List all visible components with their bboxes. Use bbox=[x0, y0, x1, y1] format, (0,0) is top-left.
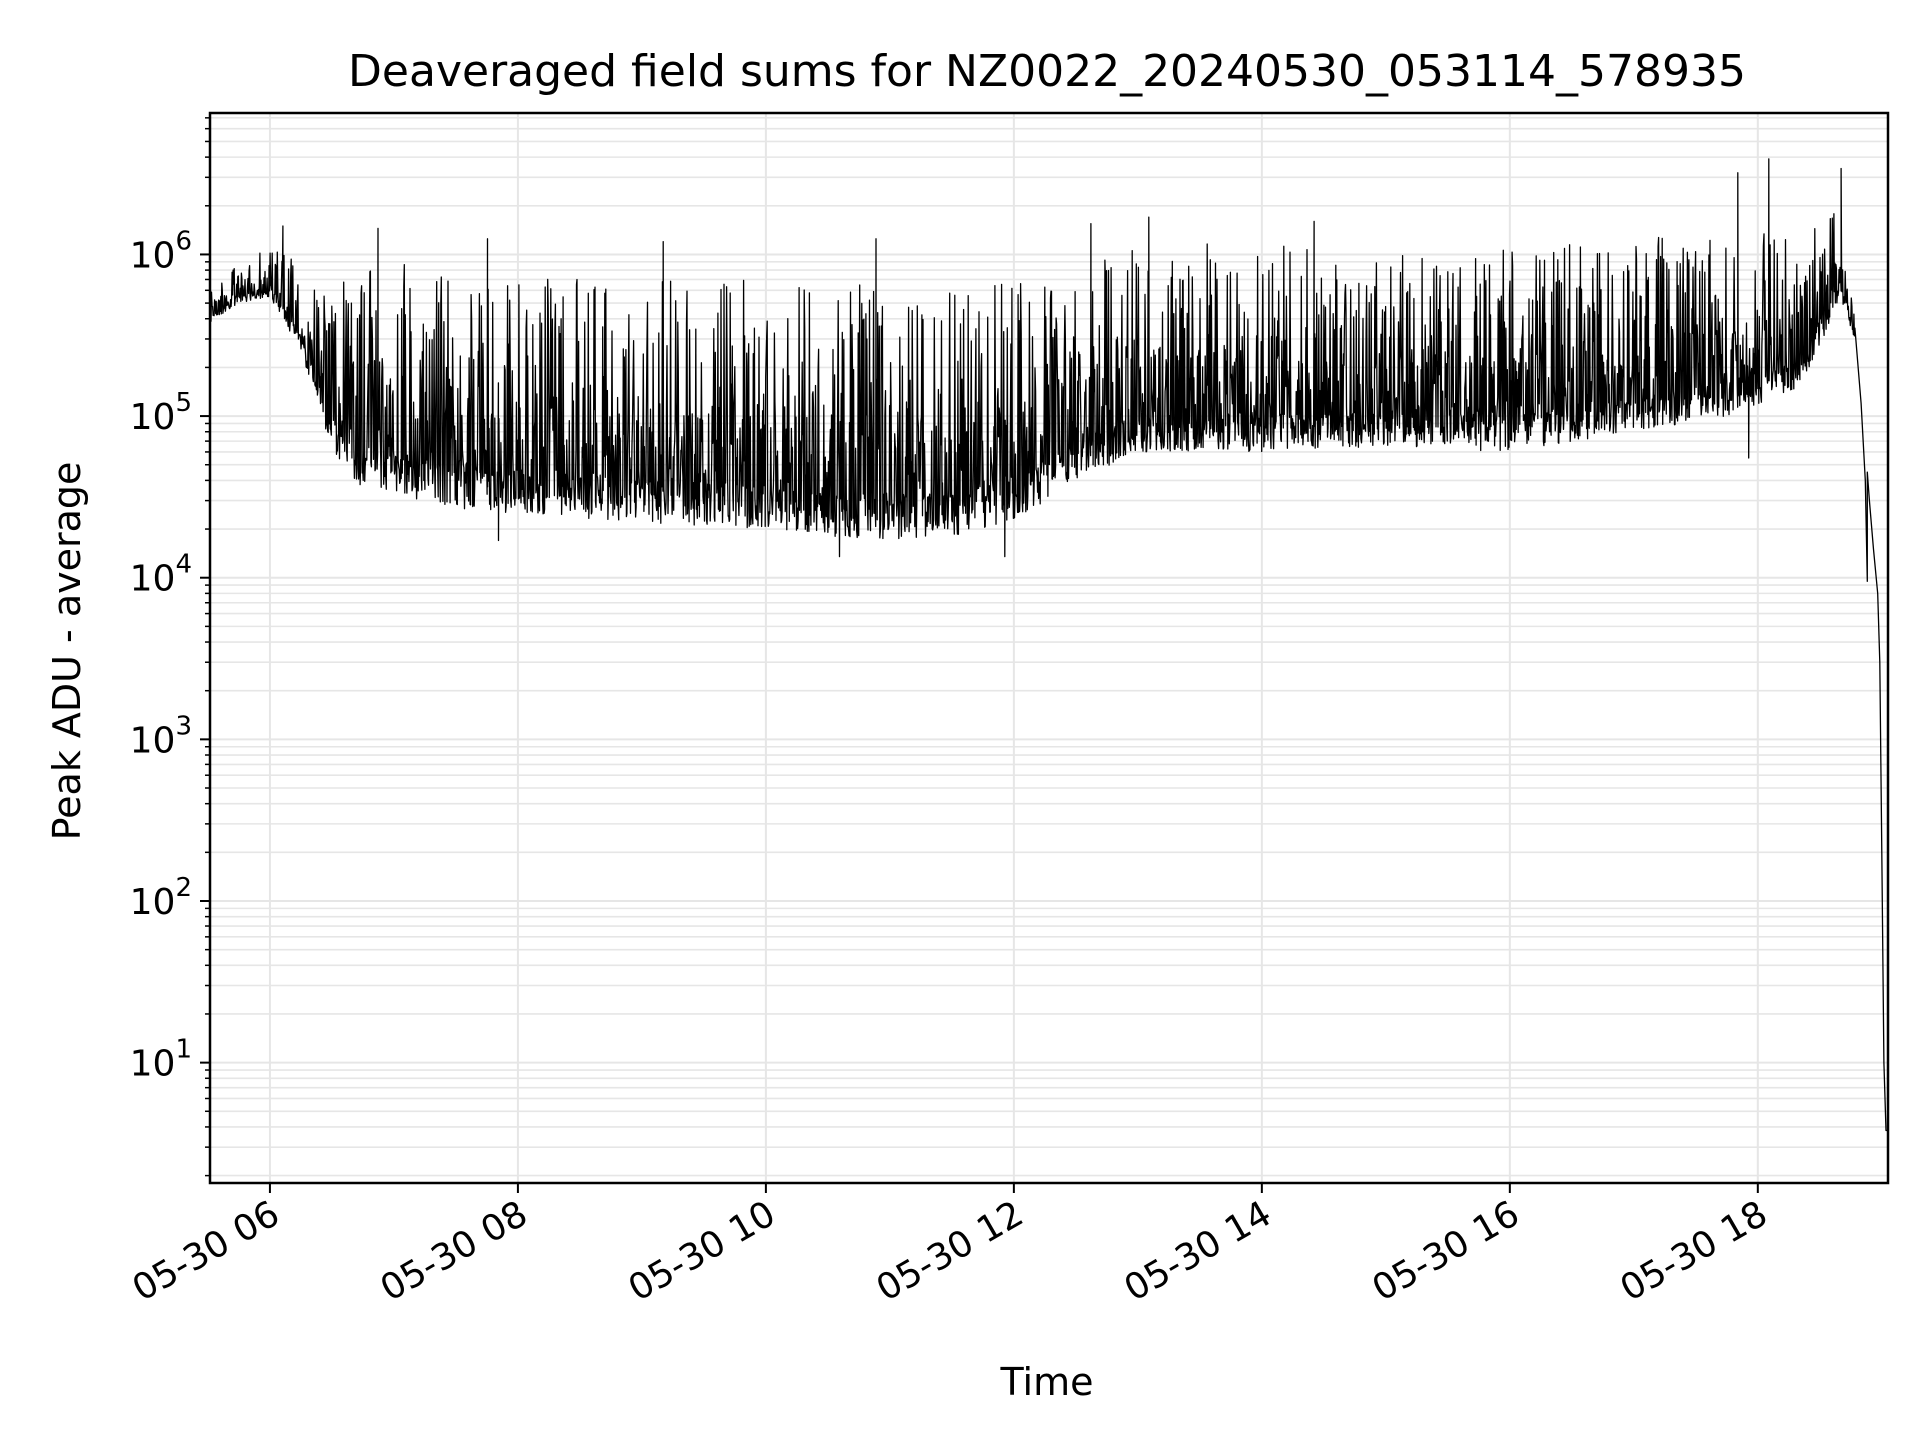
y-tick-label: 103 bbox=[130, 711, 192, 761]
y-tick-label: 104 bbox=[130, 550, 192, 600]
plot-frame bbox=[208, 111, 1890, 1185]
x-axis-label: Time bbox=[1000, 1360, 1094, 1404]
series-line bbox=[209, 158, 1888, 1132]
series-area bbox=[209, 158, 1888, 1132]
y-axis-label: Peak ADU - average bbox=[45, 462, 89, 841]
y-tick-label: 105 bbox=[130, 388, 192, 438]
y-tick-label: 102 bbox=[130, 873, 192, 923]
y-tick-label: 101 bbox=[130, 1035, 192, 1085]
y-tick-labels: 101 102 103 104 105 106 bbox=[130, 226, 192, 1084]
y-tick-label: 106 bbox=[130, 226, 192, 276]
chart-title: Deaveraged field sums for NZ0022_2024053… bbox=[348, 46, 1746, 97]
tick-marks bbox=[200, 117, 1759, 1193]
